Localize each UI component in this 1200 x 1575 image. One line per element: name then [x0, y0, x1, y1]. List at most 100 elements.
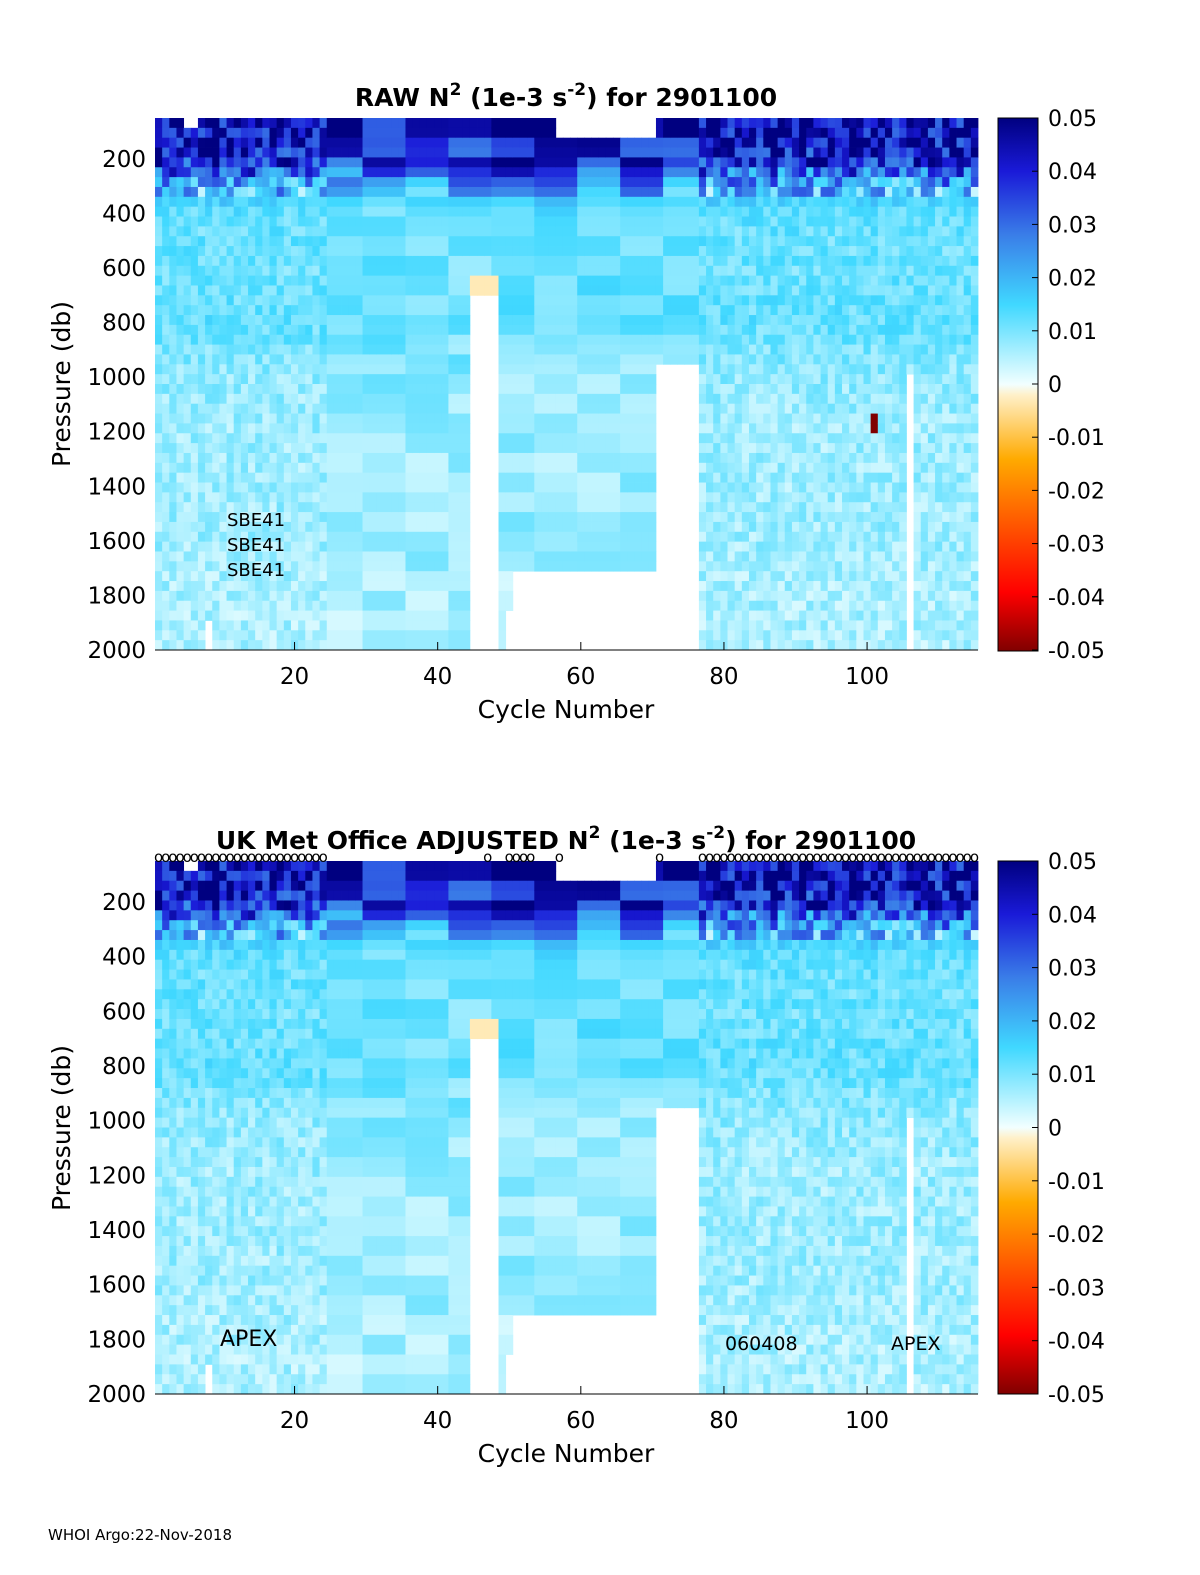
- heatmap-cell: [176, 502, 185, 513]
- heatmap-cell: [863, 452, 872, 464]
- heatmap-cell: [756, 334, 764, 345]
- heatmap-cell: [369, 462, 378, 474]
- heatmap-cell: [319, 443, 328, 454]
- heatmap-cell: [219, 482, 227, 493]
- heatmap-cell: [312, 452, 320, 464]
- heatmap-cell: [799, 462, 807, 474]
- heatmap-cell: [441, 630, 449, 641]
- heatmap-cell: [706, 324, 714, 336]
- heatmap-cell: [842, 610, 850, 621]
- heatmap-cell: [183, 423, 192, 434]
- heatmap-cell: [856, 492, 864, 503]
- heatmap-cell: [720, 354, 728, 365]
- heatmap-cell: [534, 324, 542, 336]
- heatmap-cell: [369, 581, 378, 592]
- heatmap-cell: [763, 630, 771, 641]
- heatmap-cell: [577, 275, 585, 286]
- heatmap-cell: [484, 206, 492, 217]
- heatmap-cell: [190, 226, 199, 237]
- heatmap-cell: [849, 452, 857, 464]
- heatmap-cell: [455, 512, 464, 523]
- heatmap-cell: [856, 571, 864, 582]
- heatmap-cell: [369, 285, 378, 296]
- heatmap-cell: [183, 275, 192, 286]
- heatmap-cell: [512, 561, 521, 572]
- heatmap-cell: [333, 531, 342, 543]
- heatmap-cell: [527, 127, 535, 139]
- heatmap-cell: [434, 344, 442, 355]
- heatmap-cell: [155, 196, 163, 208]
- heatmap-cell: [462, 452, 471, 464]
- heatmap-cell: [283, 482, 292, 493]
- heatmap-cell: [870, 295, 879, 306]
- heatmap-cell: [870, 581, 879, 592]
- heatmap-cell: [240, 571, 249, 582]
- heatmap-cell: [806, 403, 814, 414]
- heatmap-cell: [663, 265, 671, 277]
- heatmap-cell: [849, 472, 857, 483]
- heatmap-cell: [462, 462, 471, 474]
- heatmap-cell: [326, 147, 335, 158]
- heatmap-cell: [205, 196, 213, 208]
- heatmap-cell: [770, 384, 779, 395]
- heatmap-cell: [834, 384, 843, 395]
- heatmap-cell: [176, 472, 185, 483]
- heatmap-cell: [813, 640, 821, 651]
- heatmap-cell: [627, 137, 635, 148]
- heatmap-cell: [362, 344, 371, 355]
- heatmap-cell: [849, 384, 857, 395]
- heatmap-cell: [799, 413, 807, 424]
- heatmap-cell: [391, 354, 399, 365]
- heatmap-cell: [197, 443, 206, 454]
- heatmap-cell: [176, 620, 185, 631]
- heatmap-cell: [670, 236, 678, 247]
- heatmap-cell: [870, 590, 879, 602]
- heatmap-cell: [212, 413, 220, 424]
- heatmap-cell: [462, 226, 471, 237]
- heatmap-cell: [527, 521, 535, 533]
- heatmap-cell: [713, 275, 721, 286]
- heatmap-cell: [162, 433, 170, 444]
- heatmap-cell: [290, 265, 299, 277]
- heatmap-cell: [405, 127, 414, 139]
- heatmap-cell: [283, 620, 292, 631]
- heatmap-cell: [863, 255, 872, 267]
- heatmap-cell: [190, 581, 199, 592]
- heatmap-cell: [448, 630, 456, 641]
- heatmap-cell: [842, 295, 850, 306]
- heatmap-cell: [498, 127, 507, 139]
- heatmap-cell: [791, 315, 800, 326]
- heatmap-cell: [870, 305, 879, 316]
- heatmap-cell: [448, 186, 456, 198]
- heatmap-cell: [212, 590, 220, 602]
- heatmap-cell: [655, 186, 664, 198]
- heatmap-cell: [799, 216, 807, 227]
- heatmap-cell: [842, 236, 850, 247]
- heatmap-cell: [670, 344, 678, 355]
- heatmap-cell: [319, 147, 328, 158]
- heatmap-cell: [276, 433, 285, 444]
- heatmap-cell: [548, 374, 557, 385]
- heatmap-cell: [598, 334, 607, 345]
- heatmap-cell: [806, 541, 814, 552]
- heatmap-cell: [827, 413, 836, 424]
- heatmap-cell: [641, 255, 650, 267]
- heatmap-cell: [777, 236, 786, 247]
- heatmap-cell: [305, 620, 313, 631]
- heatmap-cell: [562, 177, 571, 188]
- heatmap-cell: [863, 531, 872, 543]
- heatmap-cell: [756, 216, 764, 227]
- heatmap-cell: [355, 472, 363, 483]
- heatmap-cell: [212, 610, 220, 621]
- heatmap-cell: [391, 551, 399, 562]
- heatmap-cell: [369, 423, 378, 434]
- heatmap-cell: [748, 255, 757, 267]
- heatmap-cell: [369, 521, 378, 533]
- heatmap-cell: [462, 196, 471, 208]
- heatmap-cell: [283, 118, 292, 129]
- heatmap-cell: [491, 246, 499, 257]
- heatmap-cell: [362, 393, 371, 405]
- heatmap-cell: [505, 600, 514, 611]
- heatmap-cell: [577, 206, 585, 217]
- heatmap-cell: [734, 590, 743, 602]
